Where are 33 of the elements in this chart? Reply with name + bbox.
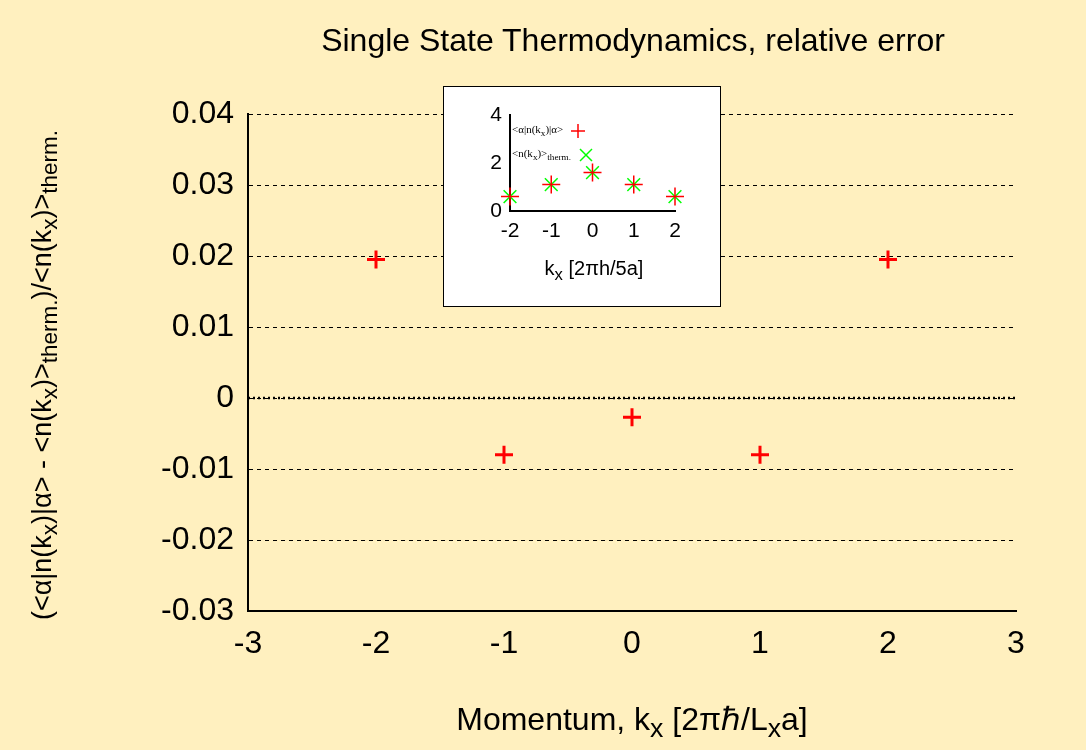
y-tick-label: -0.01 xyxy=(161,448,234,485)
x-tick-label: 0 xyxy=(586,218,599,242)
point xyxy=(621,406,643,428)
y-tick-label: 0 xyxy=(216,377,234,414)
point xyxy=(493,444,515,466)
point xyxy=(877,249,899,271)
point xyxy=(749,444,771,466)
x-tick-label: 2 xyxy=(879,624,897,661)
x-tick-label: -3 xyxy=(233,624,263,661)
y-tick-label: 0.02 xyxy=(171,235,234,272)
y-tick-label: 4 xyxy=(490,101,503,125)
x-tick-label: 3 xyxy=(1007,624,1025,661)
x-tick-label: 1 xyxy=(751,624,769,661)
y-tick-label: 0.03 xyxy=(171,164,234,201)
x-tick-label: 0 xyxy=(623,624,641,661)
x-tick-label: -1 xyxy=(541,218,561,242)
y-tick-label: 0.04 xyxy=(171,93,234,130)
point xyxy=(365,249,387,271)
x-tick-label: 1 xyxy=(627,218,640,242)
y-tick-label: 0.01 xyxy=(171,306,234,343)
x-axis-title: k$_{x}$ [2πh/5a] xyxy=(543,257,645,285)
y-tick-label: -0.02 xyxy=(161,519,234,556)
y-tick-label: 0 xyxy=(490,197,502,221)
y-tick-label: -0.03 xyxy=(161,590,234,627)
chart-title: Single State Thermodynamics, relative error xyxy=(320,22,946,59)
x-tick-label: -2 xyxy=(500,218,520,242)
x-tick-label: -2 xyxy=(361,624,391,661)
x-tick-label: -1 xyxy=(489,624,519,661)
legend-label: <n(k$_{x}$)>$_{therm.}$ xyxy=(512,147,571,163)
legend-label: <α|n(k$_{x}$)|α> xyxy=(512,123,564,139)
x-axis-title: Momentum, k$_{x}$ [2πℏ/L$_{x}$a] xyxy=(455,700,809,745)
x-tick-label: 2 xyxy=(669,218,681,242)
y-tick-label: 2 xyxy=(490,149,502,173)
